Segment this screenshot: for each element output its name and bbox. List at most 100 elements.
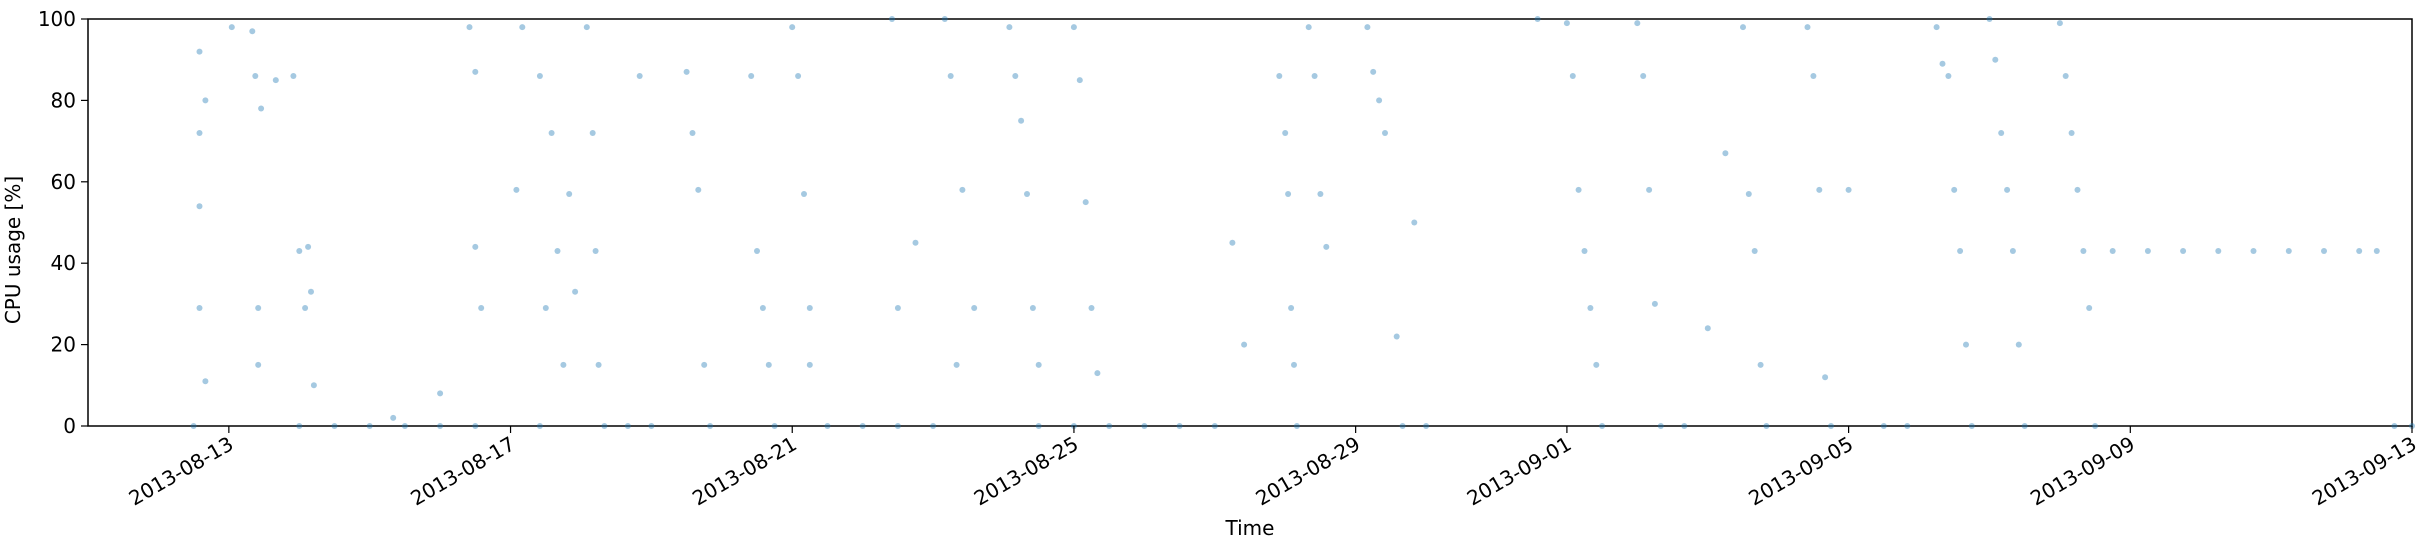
data-point xyxy=(1094,370,1101,377)
data-point xyxy=(2180,248,2187,254)
x-tick-label: 2013-09-05 xyxy=(1744,432,1857,511)
data-point xyxy=(1370,68,1377,75)
data-point xyxy=(2009,248,2016,254)
x-tick-label: 2013-08-17 xyxy=(406,432,519,511)
data-point xyxy=(683,68,690,75)
y-tick-label: 100 xyxy=(38,7,76,31)
data-point xyxy=(754,248,760,254)
data-point xyxy=(889,16,895,22)
data-point xyxy=(366,423,373,429)
data-point xyxy=(2373,248,2380,254)
data-point xyxy=(595,361,602,368)
data-point xyxy=(1992,56,1999,63)
data-point xyxy=(2074,186,2081,193)
data-point xyxy=(519,24,526,31)
data-point xyxy=(1563,20,1570,27)
data-point xyxy=(624,423,631,429)
data-point xyxy=(1176,423,1183,429)
data-point xyxy=(1593,361,1600,368)
data-point xyxy=(1006,24,1013,31)
data-point xyxy=(548,130,555,136)
data-point xyxy=(572,288,579,295)
x-tick-label: 2013-09-09 xyxy=(2026,432,2139,511)
data-point xyxy=(252,73,259,79)
data-point xyxy=(2092,423,2099,429)
data-point xyxy=(1599,423,1606,429)
data-point xyxy=(953,361,960,368)
data-point xyxy=(771,423,778,429)
data-point xyxy=(1211,423,1218,429)
data-point xyxy=(1035,361,1042,368)
data-point xyxy=(1282,130,1289,136)
y-tick-label: 40 xyxy=(51,251,76,275)
x-tick-label: 2013-08-25 xyxy=(970,432,1083,511)
data-point xyxy=(1323,243,1330,250)
data-point xyxy=(1986,16,1993,22)
data-point xyxy=(824,423,831,429)
data-point xyxy=(1757,361,1764,368)
x-tick-label: 2013-08-21 xyxy=(688,432,801,511)
data-point xyxy=(1822,374,1829,381)
data-point xyxy=(1393,333,1400,340)
data-point xyxy=(390,414,397,421)
data-point xyxy=(290,73,297,79)
y-axis-ticks: 0 20 40 60 80 100 xyxy=(38,7,88,438)
data-point xyxy=(1634,20,1641,27)
y-tick-label: 0 xyxy=(63,414,76,438)
data-point xyxy=(2015,341,2022,348)
data-point xyxy=(894,423,901,429)
data-point xyxy=(1399,423,1406,429)
data-point xyxy=(196,130,203,136)
data-point xyxy=(1945,73,1952,79)
data-point xyxy=(1082,199,1089,206)
data-point xyxy=(1012,73,1019,79)
data-point xyxy=(2080,248,2087,254)
data-point xyxy=(601,423,608,429)
x-tick-label: 2013-08-13 xyxy=(125,432,238,511)
data-point xyxy=(566,191,573,197)
data-point xyxy=(1933,24,1940,31)
data-point xyxy=(1587,305,1594,311)
data-point xyxy=(310,382,317,389)
data-point xyxy=(2021,423,2028,429)
data-point xyxy=(2056,20,2063,27)
plot-area xyxy=(87,16,2415,429)
data-point xyxy=(1088,305,1095,311)
data-point xyxy=(1106,423,1113,429)
data-point xyxy=(536,73,543,79)
data-point xyxy=(542,305,549,311)
data-point xyxy=(258,105,265,112)
data-point xyxy=(941,16,948,22)
data-point xyxy=(1998,130,2005,136)
data-point xyxy=(1646,186,1653,193)
data-point xyxy=(513,186,520,193)
data-point xyxy=(1968,423,1975,429)
data-point xyxy=(1704,325,1711,332)
data-point xyxy=(592,248,599,254)
data-point xyxy=(437,423,444,429)
data-point xyxy=(1018,117,1025,124)
data-point xyxy=(1029,305,1036,311)
data-point xyxy=(1651,300,1658,307)
data-point xyxy=(202,97,209,104)
data-point xyxy=(1534,16,1541,22)
data-point xyxy=(806,305,813,311)
data-point xyxy=(765,361,772,368)
data-point xyxy=(472,423,479,429)
data-point xyxy=(1880,423,1887,429)
data-point xyxy=(1035,423,1042,429)
data-point xyxy=(296,423,303,429)
data-point xyxy=(1364,24,1371,31)
data-point xyxy=(255,305,262,311)
data-point xyxy=(748,73,755,79)
data-point xyxy=(560,361,567,368)
data-point xyxy=(2062,73,2069,79)
data-point xyxy=(1569,73,1576,79)
data-point xyxy=(806,361,813,368)
data-point xyxy=(1376,97,1383,104)
data-point xyxy=(1141,423,1148,429)
data-point xyxy=(2391,423,2398,429)
data-point xyxy=(302,305,309,311)
